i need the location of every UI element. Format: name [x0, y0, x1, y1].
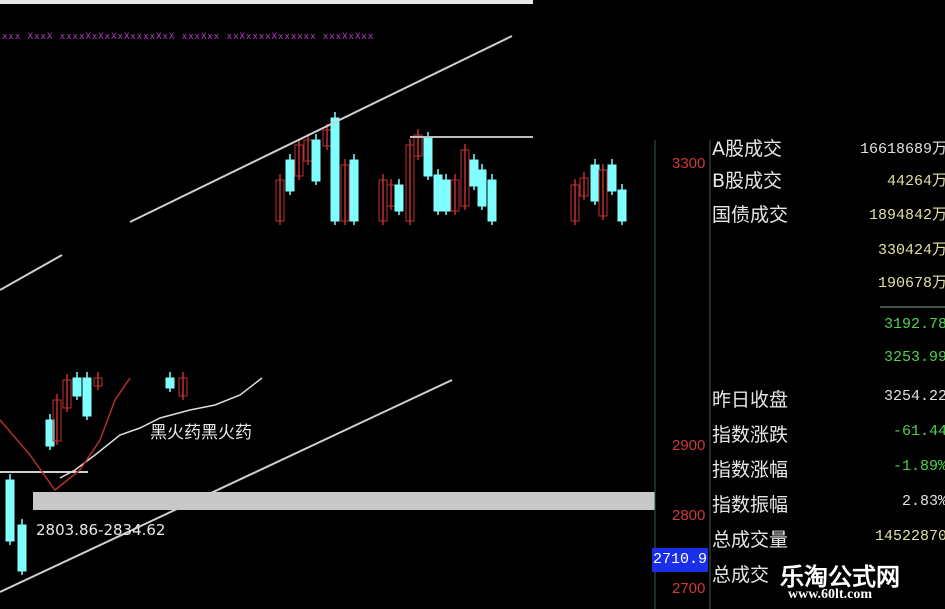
axis-tick-2800: 2800 [672, 507, 706, 524]
info-value: 1894842万 [868, 207, 945, 224]
candle-body [349, 159, 359, 222]
candle-body [52, 399, 62, 442]
candle-body [450, 179, 460, 212]
info-value: 2.83% [901, 493, 945, 510]
info-label: 总成交 [712, 564, 770, 586]
candle-body [285, 159, 295, 192]
trend-line-mid [0, 254, 63, 291]
candle-body [93, 377, 103, 387]
red-average-line [0, 377, 131, 492]
info-label: 昨日收盘 [712, 389, 789, 411]
price-range-band [33, 492, 655, 510]
info-value: 330424万 [877, 242, 945, 259]
range-label: 2803.86-2834.62 [36, 521, 166, 539]
watermark: 乐淘公式网 www.60lt.com [770, 555, 945, 609]
candle-body [394, 184, 404, 212]
candle-body [413, 134, 423, 157]
candle-body [275, 179, 285, 222]
watermark-title: 乐淘公式网 [780, 562, 900, 591]
candle-body [5, 479, 15, 542]
info-value: -61.44 [892, 423, 945, 440]
current-price-marker: 2710.9 [652, 548, 708, 572]
candle-body [433, 174, 443, 212]
candle-body [423, 137, 433, 177]
candle-body [165, 377, 175, 389]
info-value: 16618689万 [859, 141, 945, 158]
candle-body [45, 419, 55, 447]
info-label: 指数振幅 [712, 494, 789, 516]
info-label: 指数涨跌 [712, 424, 789, 446]
candle-body [487, 179, 497, 222]
info-value: -1.89% [892, 458, 945, 475]
candle-body [617, 189, 627, 222]
info-label: A股成交 [712, 138, 782, 160]
info-value: 3192.78 [883, 316, 945, 333]
candle-body [82, 377, 92, 417]
axis-tick-3300: 3300 [672, 155, 706, 172]
axis-tick-2700: 2700 [672, 580, 706, 597]
candle-body [460, 149, 470, 207]
candle-body [590, 164, 600, 202]
candle-body [570, 184, 580, 222]
info-label: 国债成交 [712, 204, 789, 226]
candle-body [598, 169, 608, 217]
info-label: 总成交量 [712, 529, 789, 551]
candle-body [607, 164, 617, 192]
candle-body [477, 169, 487, 207]
candles [5, 112, 627, 575]
info-label: B股成交 [712, 170, 783, 192]
candle-body [405, 144, 415, 222]
candle-body [330, 117, 340, 222]
info-value: 44264万 [886, 173, 945, 190]
candle-body [62, 379, 72, 409]
candle-body [340, 164, 350, 222]
trend-line-upper [129, 35, 513, 223]
candle-body [17, 524, 27, 572]
candle-body [294, 144, 304, 177]
info-value: 3253.99 [883, 349, 945, 366]
candle-body [178, 377, 188, 397]
trend-line-lower [0, 379, 453, 593]
info-value: 14522870 [874, 528, 945, 545]
axis-tick-2900: 2900 [672, 437, 706, 454]
candle-body [469, 159, 479, 187]
watermark-url: www.60lt.com [788, 587, 872, 602]
info-label: 指数涨幅 [712, 459, 789, 481]
pattern-label: 黑火药黑火药 [150, 423, 252, 443]
candle-body [441, 179, 451, 212]
candle-body [311, 139, 321, 182]
info-value: 190678万 [877, 275, 945, 292]
top-border-strip [0, 0, 533, 4]
candle-body [72, 377, 82, 397]
candle-body [579, 177, 589, 197]
indicator-signal-row: xxx XxxX xxxxXxXxXxXxxxxXxX xxxXxx xxXxx… [2, 32, 375, 42]
info-value: 3254.22 [883, 388, 945, 405]
